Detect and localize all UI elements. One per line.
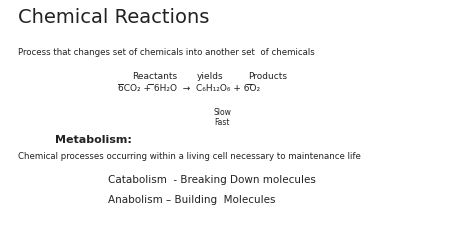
Text: 6CO₂ + 6H₂O  →  C₆H₁₂O₆ + 6O₂: 6CO₂ + 6H₂O → C₆H₁₂O₆ + 6O₂	[118, 84, 260, 93]
Text: Chemical processes occurring within a living cell necessary to maintenance life: Chemical processes occurring within a li…	[18, 151, 361, 160]
Text: Chemical Reactions: Chemical Reactions	[18, 8, 209, 27]
Text: yields: yields	[197, 72, 223, 81]
Text: Metabolism:: Metabolism:	[55, 135, 132, 144]
Text: Fast: Fast	[214, 117, 230, 127]
Text: Catabolism  - Breaking Down molecules: Catabolism - Breaking Down molecules	[108, 174, 316, 184]
Text: Products: Products	[248, 72, 288, 81]
Text: Slow: Slow	[213, 108, 231, 116]
Text: Anabolism – Building  Molecules: Anabolism – Building Molecules	[108, 194, 275, 204]
Text: Reactants: Reactants	[132, 72, 178, 81]
Text: Process that changes set of chemicals into another set  of chemicals: Process that changes set of chemicals in…	[18, 48, 315, 57]
